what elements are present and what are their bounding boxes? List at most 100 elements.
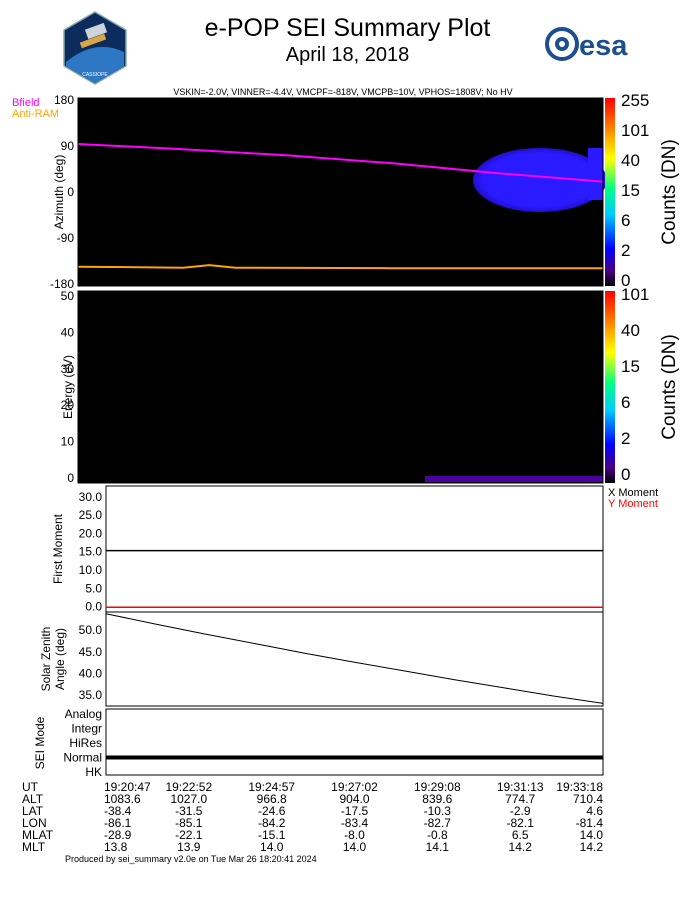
plot-date: April 18, 2018	[285, 44, 410, 66]
sei-mode-category-label: HK	[85, 765, 102, 779]
x-axis-cell: 19:33:18	[556, 780, 603, 794]
x-axis-cell: 1027.0	[170, 792, 207, 806]
x-axis-cell: 19:29:08	[414, 780, 461, 794]
solar-zenith-tick-label: 35.0	[79, 688, 103, 702]
azimuth-tick-label: 180	[54, 93, 74, 107]
logo-right-text: esa	[579, 30, 628, 62]
colorbar-tick-label: 6	[621, 211, 630, 230]
x-axis-cell: -28.9	[104, 828, 132, 842]
plot-title: e-POP SEI Summary Plot	[204, 14, 491, 42]
legend-y-moment: Y Moment	[608, 498, 658, 510]
azimuth-tick-label: 90	[61, 139, 75, 153]
azimuth-panel: 180 90 0 -90 -180 Azimuth (deg) 255 101 40 15 6 2…	[50, 91, 680, 291]
x-axis-cell: 904.0	[339, 792, 369, 806]
energy-tick-label: 50	[61, 289, 75, 303]
first-moment-panel: 30.0 25.0 20.0 15.0 10.0 5.0 0.0 First Moment	[51, 485, 604, 614]
first-moment-tick-label: 0.0	[85, 600, 102, 614]
colorbar-tick-label: 0	[621, 271, 630, 290]
x-axis-cell: -86.1	[104, 816, 132, 830]
x-axis-cell: 19:24:57	[248, 780, 295, 794]
x-axis-cell: -81.4	[576, 816, 604, 830]
colorbar-tick-label: 255	[621, 91, 649, 110]
azimuth-tick-label: -90	[57, 231, 75, 245]
first-moment-tick-label: 15.0	[79, 545, 103, 559]
energy-tick-label: 30	[61, 362, 75, 376]
x-axis-row-label: ALT	[22, 792, 44, 806]
sei-mode-category-label: HiRes	[69, 736, 102, 750]
x-axis-cell: 19:22:52	[165, 780, 212, 794]
esa-logo: esa	[545, 27, 628, 62]
logo-left-text: CASSIOPE	[82, 72, 108, 78]
x-axis-cell: -82.1	[507, 816, 535, 830]
x-axis-row-label: LAT	[22, 804, 44, 818]
sei-mode-category-label: Analog	[65, 707, 102, 721]
x-axis-cell: 966.8	[257, 792, 287, 806]
voltage-settings: VSKIN=-2.0V, VINNER=-4.4V, VMCPF=-818V, …	[173, 87, 513, 97]
colorbar-tick-label: 15	[621, 181, 640, 200]
x-axis-cell: 14.2	[580, 840, 604, 854]
x-axis-cell: -82.7	[424, 816, 452, 830]
x-axis-cell: 774.7	[505, 792, 535, 806]
sei-mode-ylabel: SEI Mode	[33, 716, 47, 769]
first-moment-tick-label: 5.0	[85, 581, 102, 595]
x-axis-cell: 14.0	[580, 828, 604, 842]
x-axis-cell: -84.2	[258, 816, 286, 830]
energy-tick-label: 40	[61, 325, 75, 339]
x-axis-cell: -17.5	[341, 804, 369, 818]
footer-credit: Produced by sei_summary v2.0e on Tue Mar…	[65, 854, 317, 864]
colorbar-tick-label: 2	[621, 429, 630, 448]
x-axis-cell: -10.3	[424, 804, 452, 818]
x-axis-cell: 839.6	[422, 792, 452, 806]
energy-ylabel: Energy (eV)	[61, 355, 75, 419]
sei-mode-plot-area	[105, 708, 604, 776]
colorbar-tick-label: 6	[621, 393, 630, 412]
colorbar-tick-label: 15	[621, 357, 640, 376]
sei-mode-category-label: Integr	[71, 722, 102, 736]
x-axis-cell: 14.1	[426, 840, 450, 854]
colorbar-tick-label: 101	[621, 285, 649, 304]
energy-tick-label: 10	[61, 435, 75, 449]
colorbar-tick-label: 40	[621, 151, 640, 170]
energy-colorbar-label: Counts (DN)	[659, 334, 680, 440]
x-axis-cell: -38.4	[104, 804, 132, 818]
colorbar-tick-label: 0	[621, 465, 630, 484]
first-moment-tick-label: 10.0	[79, 563, 103, 577]
x-axis-cell: 19:27:02	[331, 780, 378, 794]
energy-plot-area	[78, 291, 603, 483]
solar-zenith-ylabel-1: Solar Zenith	[39, 627, 53, 692]
energy-colorbar	[605, 291, 615, 483]
x-axis-cell: 1083.6	[104, 792, 141, 806]
first-moment-tick-label: 25.0	[79, 508, 103, 522]
sei-mode-normal-bar	[106, 755, 603, 760]
x-axis-cell: -0.8	[427, 828, 448, 842]
bfield-line	[77, 143, 604, 183]
x-axis-cell: 13.8	[104, 840, 128, 854]
x-axis-cell: 14.0	[343, 840, 367, 854]
energy-tick-label: 20	[61, 398, 75, 412]
energy-counts-band	[425, 476, 603, 482]
azimuth-colorbar-label: Counts (DN)	[659, 139, 680, 245]
x-axis-cell: 14.2	[509, 840, 533, 854]
solar-zenith-tick-label: 45.0	[79, 645, 103, 659]
x-axis-row-label: MLAT	[22, 828, 54, 842]
azimuth-tick-label: -180	[50, 277, 74, 291]
first-moment-tick-label: 30.0	[79, 490, 103, 504]
legend-anti-ram: Anti-RAM	[12, 108, 60, 120]
colorbar-tick-label: 2	[621, 241, 630, 260]
sei-mode-category-label: Normal	[63, 751, 102, 765]
x-axis-row-label: MLT	[22, 840, 46, 854]
x-axis-cell: 4.6	[586, 804, 603, 818]
energy-tick-label: 0	[67, 471, 74, 485]
x-axis-cell: 19:20:47	[104, 780, 151, 794]
x-axis-cell: -8.0	[344, 828, 365, 842]
colorbar-tick-label: 101	[621, 121, 649, 140]
x-axis-cell: -15.1	[258, 828, 286, 842]
legend-x-moment: X Moment	[608, 487, 659, 499]
x-axis-cell: -83.4	[341, 816, 369, 830]
x-axis-cell: -22.1	[175, 828, 203, 842]
